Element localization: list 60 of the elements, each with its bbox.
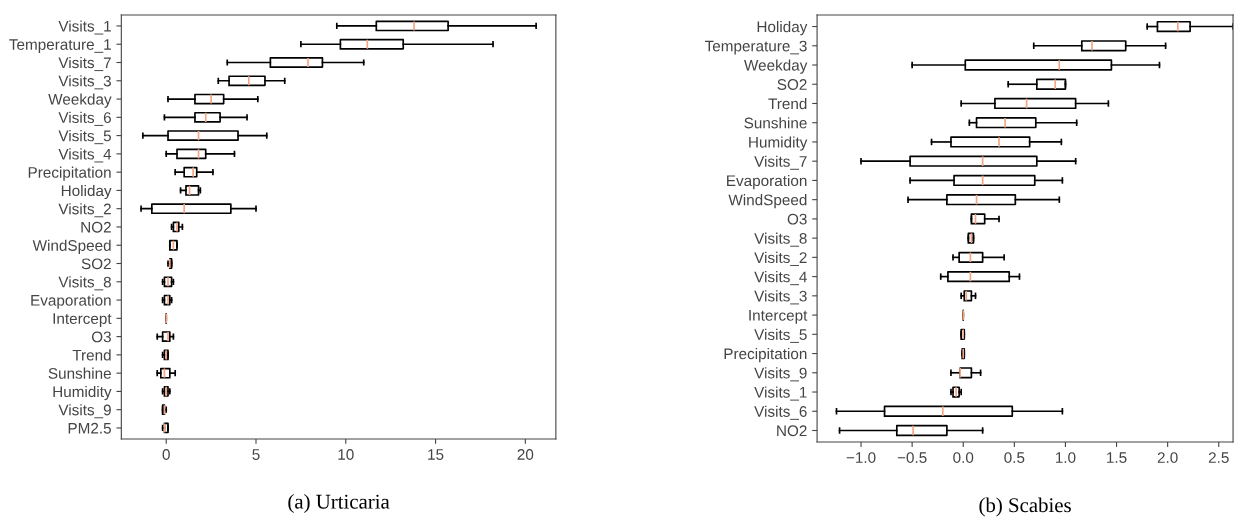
y-tick-label: WindSpeed: [728, 194, 807, 209]
y-tick-label: Temperature_3: [704, 40, 807, 55]
y-tick-label: Visits_8: [58, 276, 111, 291]
x-tick-label: 5: [252, 449, 260, 460]
y-tick-label: SO2: [777, 79, 807, 90]
y-tick-label: Visits_1: [754, 386, 807, 401]
y-tick-label: SO2: [81, 258, 111, 270]
y-tick-label: PM2.5: [68, 422, 111, 434]
y-tick-label: Sunshine: [744, 117, 807, 129]
y-tick-label: Visits_3: [754, 290, 807, 305]
y-tick-label: NO2: [81, 221, 111, 233]
y-tick-label: Trend: [768, 97, 807, 110]
y-tick-label: Weekday: [744, 59, 808, 74]
x-tick-label: 1.5: [1107, 452, 1127, 463]
y-tick-label: Holiday: [757, 21, 808, 36]
y-tick-label: Visits_3: [58, 75, 111, 90]
text: (b) Scabies: [979, 497, 1071, 517]
y-tick-label: Visits_2: [754, 251, 807, 266]
y-tick-label: Temperature_1: [9, 39, 111, 53]
y-tick-label: Visits_6: [58, 111, 111, 126]
x-tick-label: −0.5: [897, 452, 927, 463]
y-tick-label: Evaporation: [31, 294, 111, 309]
y-tick-label: Holiday: [61, 184, 112, 200]
y-tick-label: Visits_1: [58, 20, 111, 35]
y-tick-label: Weekday: [48, 93, 112, 108]
y-tick-label: Visits_7: [58, 56, 111, 72]
y-tick-label: Sunshine: [48, 367, 111, 379]
y-tick-label: Visits_6: [754, 405, 807, 420]
x-tick-label: 10: [338, 449, 354, 460]
x-tick-label: 0.0: [953, 452, 974, 463]
y-tick-label: Evaporation: [727, 174, 807, 190]
y-tick-label: Visits_4: [58, 148, 112, 163]
x-tick-label: 2.0: [1157, 452, 1178, 463]
y-tick-label: WindSpeed: [32, 239, 111, 254]
y-tick-label: Visits_7: [754, 155, 807, 170]
y-tick-label: Visits_2: [58, 203, 111, 218]
y-tick-label: Intercept: [53, 313, 112, 328]
y-tick-label: O3: [91, 331, 111, 343]
y-tick-label: O3: [787, 213, 807, 225]
y-tick-label: Visits_5: [58, 130, 111, 145]
x-tick-label: 2.5: [1208, 452, 1229, 463]
x-tick-label: 1.0: [1055, 452, 1076, 463]
y-tick-label: Visits_9: [754, 367, 807, 382]
y-tick-label: Precipitation: [724, 348, 807, 363]
y-tick-label: Humidity: [53, 385, 112, 401]
y-tick-label: Visits_9: [58, 404, 111, 419]
y-tick-label: Intercept: [749, 310, 808, 324]
x-tick-label: 15: [428, 449, 444, 460]
y-tick-label: Visits_8: [754, 232, 807, 247]
y-tick-label: Humidity: [749, 136, 808, 151]
y-tick-label: NO2: [777, 425, 807, 437]
y-tick-label: Visits_5: [754, 328, 807, 343]
x-tick-label: 20: [517, 449, 534, 460]
x-tick-label: 0.5: [1004, 452, 1025, 463]
text: (a) Urticaria: [288, 494, 390, 513]
x-tick-label: 0: [162, 449, 170, 460]
y-tick-label: Visits_4: [754, 271, 807, 286]
y-tick-label: Precipitation: [28, 166, 111, 181]
y-tick-label: Trend: [72, 349, 111, 361]
x-tick-label: −1.0: [846, 452, 876, 463]
